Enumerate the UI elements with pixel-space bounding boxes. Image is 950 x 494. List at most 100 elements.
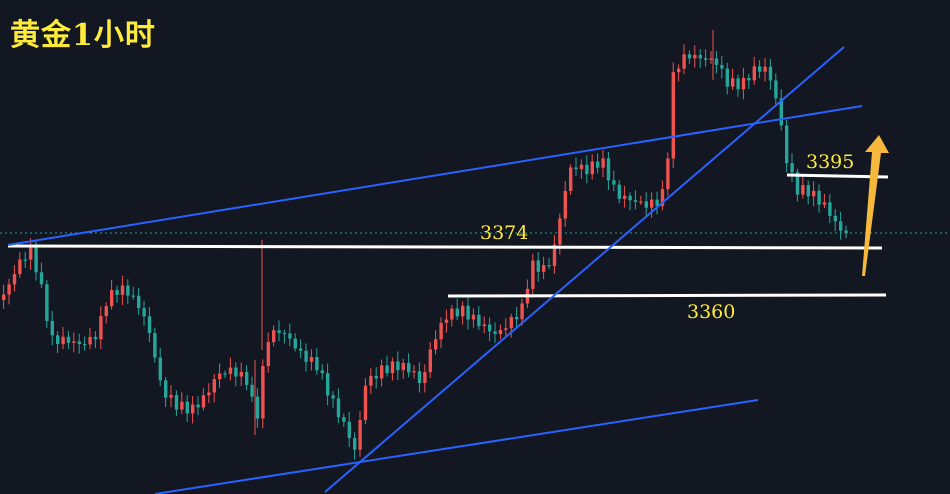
candle-body xyxy=(309,357,314,362)
candle-body xyxy=(434,339,438,350)
candle-body xyxy=(768,66,773,81)
candle-body xyxy=(552,244,557,266)
candle-body xyxy=(795,172,800,195)
candle-body xyxy=(563,190,567,219)
candle-body xyxy=(628,195,632,201)
lower-channel-trendline xyxy=(154,399,759,494)
candle-body xyxy=(839,221,843,231)
candle-body xyxy=(488,324,492,332)
candle-body xyxy=(698,54,702,59)
candle-body xyxy=(585,164,589,175)
candle-body xyxy=(828,202,832,216)
candle-body xyxy=(396,361,400,371)
candle-body xyxy=(547,265,551,267)
candle-body xyxy=(104,306,108,317)
candle-body xyxy=(682,54,686,69)
candle-body xyxy=(515,316,519,320)
candle-body xyxy=(7,284,11,295)
candle-body xyxy=(412,371,416,373)
candle-body xyxy=(444,319,449,323)
candle-body xyxy=(158,357,162,381)
candle-body xyxy=(747,77,751,81)
candle-body xyxy=(120,285,125,295)
candle-body xyxy=(461,305,465,317)
up-arrow-icon xyxy=(862,135,889,276)
candle-body xyxy=(245,371,249,385)
level-3360-line xyxy=(447,293,887,298)
candle-body xyxy=(650,199,654,208)
candle-body xyxy=(466,305,470,320)
candle-body xyxy=(282,332,287,335)
candle-body xyxy=(39,272,44,285)
candle-body xyxy=(56,335,60,345)
candle-body xyxy=(61,336,65,345)
candle-body xyxy=(23,259,27,261)
candle-body xyxy=(83,344,87,346)
candle-body xyxy=(531,260,535,289)
candle-body xyxy=(385,365,389,374)
candle-body xyxy=(639,201,643,203)
candle-body xyxy=(99,316,103,340)
candle-body xyxy=(34,246,38,273)
candle-body xyxy=(504,328,508,330)
candle-body xyxy=(790,163,794,173)
candle-body xyxy=(299,348,303,351)
candle-body xyxy=(255,396,260,419)
candle-body xyxy=(774,80,778,99)
candle-body xyxy=(617,184,621,199)
candle-body xyxy=(347,421,351,438)
candle-body xyxy=(477,314,481,327)
candle-body xyxy=(320,370,324,374)
candle-body xyxy=(644,201,648,208)
candle-body xyxy=(29,246,33,260)
candle-body xyxy=(601,158,605,168)
candle-body xyxy=(612,180,616,185)
candle-body xyxy=(655,199,659,206)
candle-body xyxy=(358,420,362,450)
candle-body xyxy=(704,58,708,60)
candle-body xyxy=(180,401,184,410)
candle-body xyxy=(671,72,675,159)
candle-body xyxy=(763,66,767,72)
candle-body xyxy=(234,367,238,377)
candle-body xyxy=(277,330,281,333)
candle-body xyxy=(88,336,92,345)
candle-body xyxy=(153,333,157,358)
candle-body xyxy=(736,78,740,90)
candle-body xyxy=(390,361,395,374)
candle-body xyxy=(207,392,211,396)
candle-body xyxy=(369,375,373,386)
candle-body xyxy=(606,158,611,181)
candle-body xyxy=(272,330,276,343)
candle-body xyxy=(439,322,443,340)
candle-body xyxy=(817,190,821,205)
candle-body xyxy=(822,202,827,205)
candle-body xyxy=(185,401,189,414)
chart-title: 黄金1小时 xyxy=(10,18,156,53)
candle-body xyxy=(72,341,76,343)
candle-body xyxy=(131,295,135,297)
candle-body xyxy=(596,161,600,168)
candle-body xyxy=(574,167,578,170)
candle-body xyxy=(218,373,222,380)
candle-body xyxy=(542,265,546,272)
candle-body xyxy=(223,373,227,375)
candle-body xyxy=(147,316,152,334)
candle-body xyxy=(2,294,6,300)
candle-body xyxy=(288,333,292,339)
candle-body xyxy=(450,308,454,320)
candle-body xyxy=(169,395,173,398)
candle-body xyxy=(250,384,254,397)
candle-body xyxy=(331,395,335,399)
candle-body xyxy=(239,371,243,377)
candle-body xyxy=(342,417,346,422)
candle-body xyxy=(66,336,71,343)
candle-body xyxy=(779,98,783,126)
candle-body xyxy=(336,398,341,418)
candle-body xyxy=(536,260,540,272)
candle-body xyxy=(623,195,627,199)
candle-body xyxy=(380,365,384,379)
candle-body xyxy=(806,185,810,197)
candle-body xyxy=(212,379,216,393)
candle-body xyxy=(677,68,681,73)
